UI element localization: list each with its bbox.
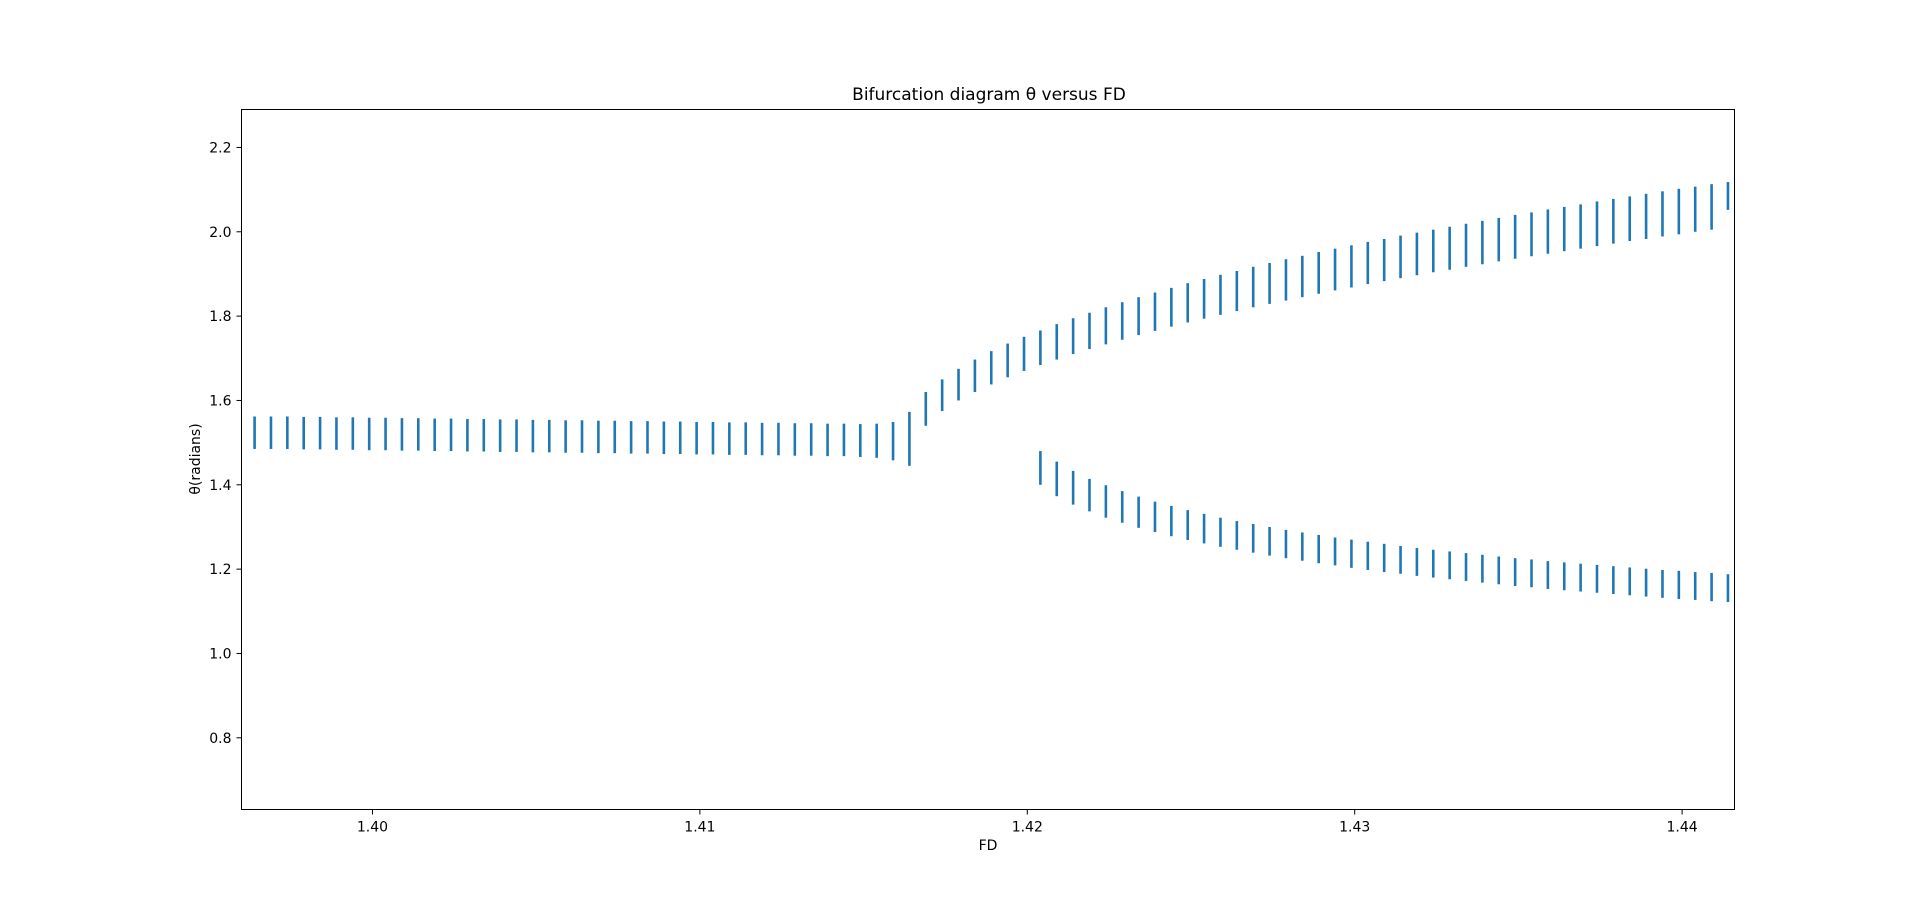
y-axis-ticks: 0.8 1.0 1.2 1.4 1.6 1.8 2.0 2.2	[209, 140, 242, 747]
x-tick-label: 1.42	[1012, 820, 1043, 836]
y-tick-label: 2.2	[209, 140, 231, 156]
y-tick-label: 0.8	[209, 731, 231, 747]
x-axis-ticks: 1.40 1.41 1.42 1.43 1.44	[357, 809, 1698, 836]
data-marks	[253, 182, 1730, 603]
y-tick-label: 1.2	[209, 562, 231, 578]
y-tick-label: 2.0	[209, 225, 231, 241]
x-tick-label: 1.44	[1667, 820, 1698, 836]
x-tick-label: 1.43	[1339, 820, 1370, 836]
y-tick-label: 1.8	[209, 309, 231, 325]
x-tick-label: 1.41	[684, 820, 715, 836]
chart-title: Bifurcation diagram θ versus FD	[852, 85, 1126, 105]
plot-area-frame	[241, 109, 1735, 810]
y-tick-label: 1.0	[209, 646, 231, 662]
y-tick-label: 1.6	[209, 393, 231, 409]
y-tick-label: 1.4	[209, 478, 231, 494]
x-tick-label: 1.40	[357, 820, 388, 836]
x-axis-label: FD	[979, 838, 998, 854]
y-axis-label: θ(radians)	[188, 423, 204, 494]
